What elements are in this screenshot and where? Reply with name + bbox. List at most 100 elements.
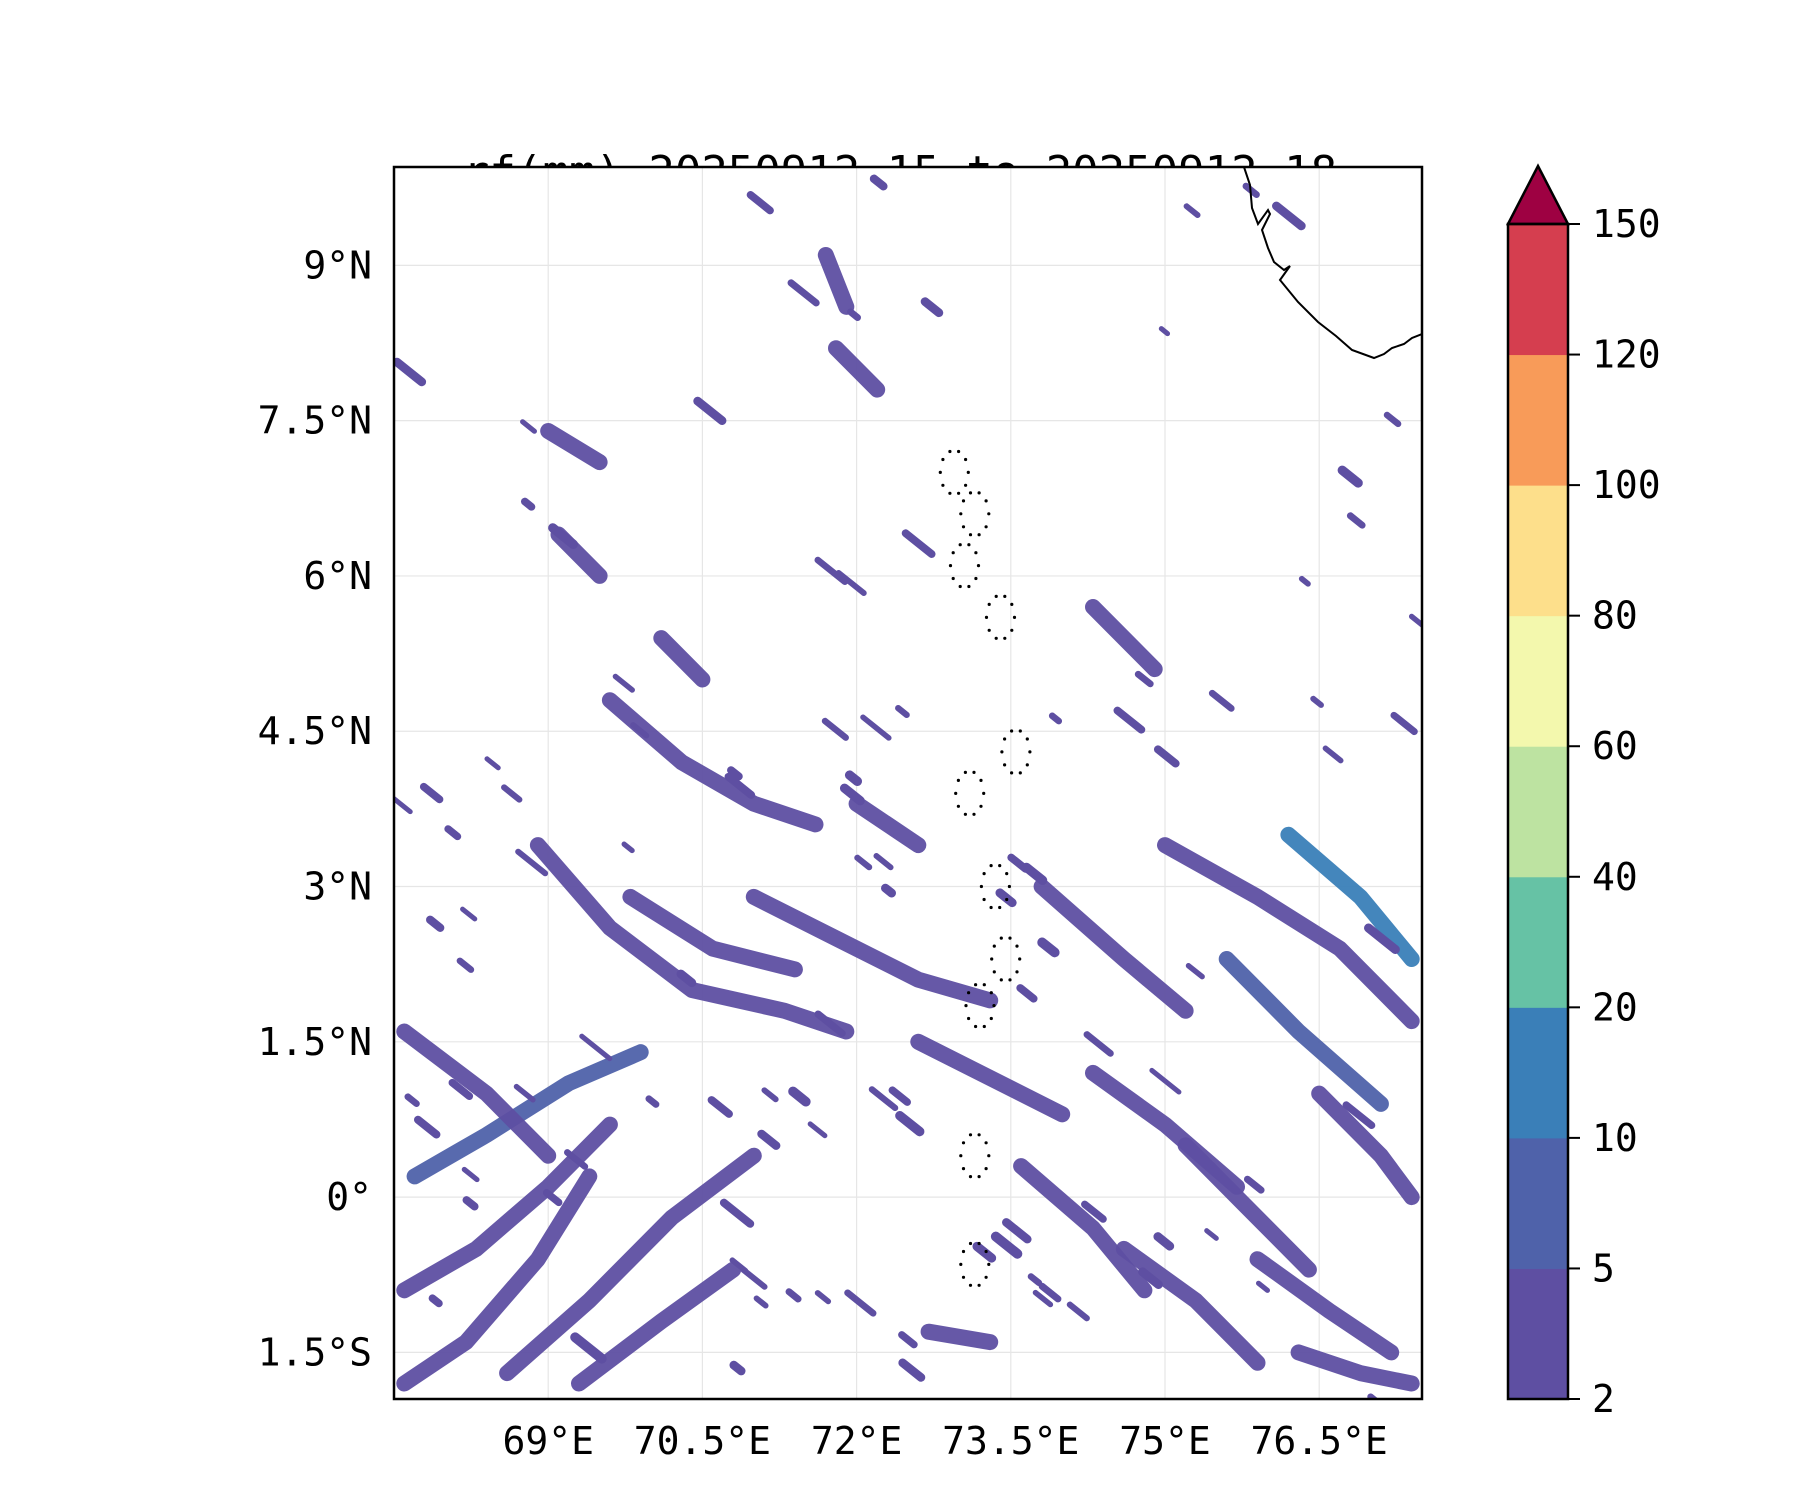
rain-band xyxy=(828,340,886,398)
atoll-dot xyxy=(982,897,986,902)
atoll-dot xyxy=(968,491,973,495)
india-coastline xyxy=(1243,167,1422,360)
atoll-dot xyxy=(959,1154,963,1158)
rain-cell xyxy=(426,915,445,932)
atoll-dot xyxy=(998,864,1002,868)
atoll-dot xyxy=(1018,729,1022,733)
lat-tick-label: 6°N xyxy=(303,554,372,598)
rain-cell xyxy=(1083,1031,1114,1057)
atoll-dot xyxy=(1015,970,1019,974)
rain-cell xyxy=(419,782,444,804)
rain-cell xyxy=(456,957,475,973)
rain-cell xyxy=(1342,1101,1376,1130)
atoll-dot xyxy=(1003,636,1007,640)
atoll-dot xyxy=(941,457,945,462)
rain-band xyxy=(396,1023,557,1164)
atoll-dot xyxy=(1025,737,1029,741)
atoll-dot xyxy=(984,615,989,620)
rain-band xyxy=(745,888,999,1009)
rain-cell xyxy=(807,1121,828,1139)
rain-band xyxy=(1115,1240,1266,1371)
rain-cell xyxy=(873,853,894,871)
colorbar-tick-label: 2 xyxy=(1592,1377,1615,1421)
rain-cell xyxy=(854,854,873,871)
atoll-dot xyxy=(1010,729,1014,733)
rain-cell xyxy=(428,1294,443,1308)
atoll-dot xyxy=(961,1249,966,1254)
atoll-dot xyxy=(979,804,983,808)
atoll-dot xyxy=(1003,737,1007,741)
lat-tick-label: 7.5°N xyxy=(258,399,372,443)
rain-cell xyxy=(814,1010,846,1037)
lon-tick-label: 76.5°E xyxy=(1251,1419,1388,1463)
atoll-dot xyxy=(941,483,945,487)
atoll-dot xyxy=(977,1133,981,1137)
maldives-atolls xyxy=(938,449,1032,1287)
atoll-dot xyxy=(964,483,968,487)
rain-cell xyxy=(839,783,865,806)
colorbar-segment xyxy=(1508,1268,1568,1400)
atoll-dot xyxy=(999,978,1003,982)
atoll-dot xyxy=(966,470,970,474)
atoll-dot xyxy=(982,983,986,987)
rain-band xyxy=(406,1044,649,1185)
rain-cell xyxy=(724,772,756,799)
rain-cell xyxy=(753,1295,769,1309)
atoll-dot xyxy=(1018,957,1022,961)
lon-tick-label: 69°E xyxy=(502,1419,594,1463)
atoll-dot xyxy=(1005,872,1009,876)
rain-cell xyxy=(1138,1267,1163,1289)
atoll-dot xyxy=(948,491,952,495)
atoll-dot xyxy=(974,576,978,581)
atoll-dot xyxy=(977,491,981,495)
atoll-dot xyxy=(948,449,952,454)
atoll-dot xyxy=(989,991,993,995)
rain-cell xyxy=(1037,937,1060,958)
rain-band xyxy=(920,1323,999,1351)
rain-band xyxy=(653,630,711,688)
atoll-dot xyxy=(961,499,966,503)
atoll-dot xyxy=(964,1004,968,1008)
atoll-dot xyxy=(1008,936,1012,940)
rain-cell xyxy=(1021,862,1048,885)
atoll-dot xyxy=(961,1275,966,1279)
lon-tick-label: 73.5°E xyxy=(942,1419,1079,1463)
atoll-dot xyxy=(956,778,961,783)
rain-cell xyxy=(484,756,501,771)
rain-cell xyxy=(898,1331,918,1349)
rain-cell xyxy=(869,174,888,191)
rain-cell xyxy=(761,1087,779,1103)
rain-cell xyxy=(448,1078,474,1101)
atoll-dot xyxy=(979,884,984,889)
atoll-dot xyxy=(982,1024,986,1029)
rain-cell xyxy=(1048,712,1063,725)
rain-band xyxy=(571,1261,742,1392)
rain-cell xyxy=(814,1290,832,1305)
atoll-dot xyxy=(1025,763,1029,767)
rain-cell xyxy=(1298,575,1311,587)
atoll-dot xyxy=(968,533,973,537)
colorbar-frame xyxy=(1506,222,1570,1401)
atoll-dot xyxy=(1008,978,1012,982)
atoll-dot xyxy=(987,602,991,607)
atoll-dot xyxy=(1003,594,1007,599)
rain-cell xyxy=(860,714,892,741)
rain-cell xyxy=(645,1095,660,1108)
lon-tick-label: 72°E xyxy=(811,1419,903,1463)
rain-cell xyxy=(520,419,537,434)
colorbar-ticks: 2 5 10 20 40 60 80 100 120 150 xyxy=(1568,202,1661,1421)
rain-cell xyxy=(990,1231,1023,1259)
rain-cell xyxy=(404,1093,420,1108)
colorbar-segment xyxy=(1508,1007,1568,1139)
rain-cell xyxy=(787,279,820,307)
colorbar-segment xyxy=(1508,615,1568,747)
atoll-dot xyxy=(1000,750,1004,754)
atoll-dot xyxy=(984,1275,988,1279)
atoll-dot xyxy=(1015,944,1019,948)
rain-cell xyxy=(746,191,774,215)
colorbar-segments xyxy=(1508,224,1568,1400)
colorbar-tick-label: 60 xyxy=(1592,724,1638,768)
atoll-dot xyxy=(998,905,1002,910)
rain-cell xyxy=(719,1198,755,1228)
map-panel xyxy=(392,165,1424,1401)
